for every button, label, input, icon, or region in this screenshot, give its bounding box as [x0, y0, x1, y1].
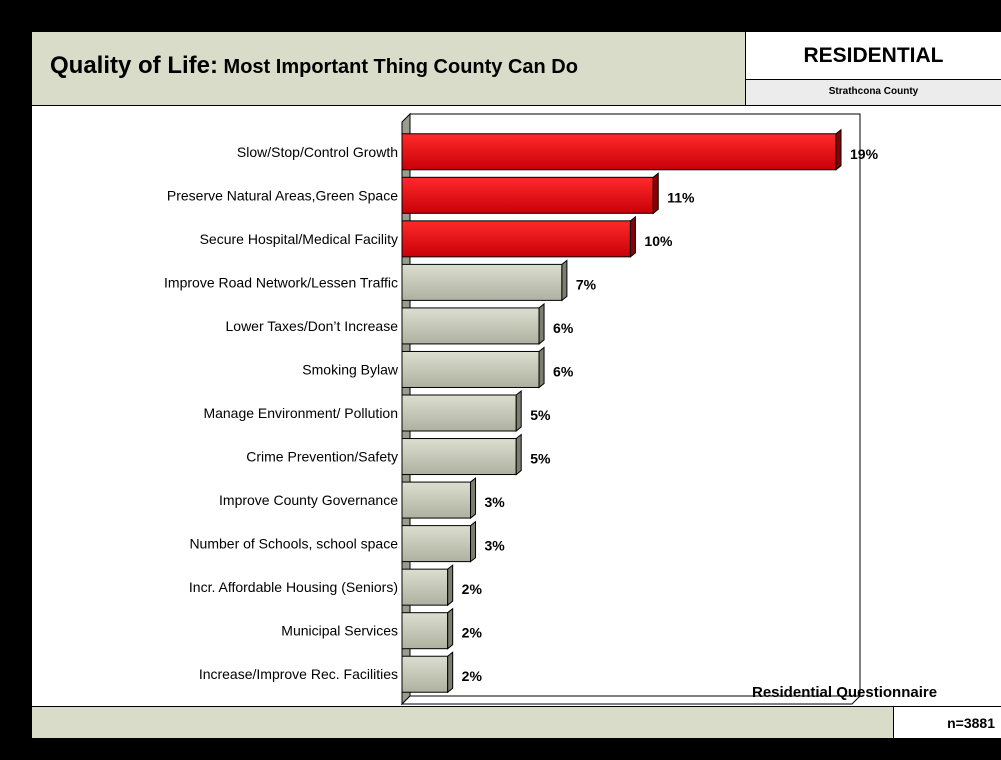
- slide: Quality of Life: Most Important Thing Co…: [32, 32, 1001, 738]
- category-label: Smoking Bylaw: [302, 361, 399, 377]
- page-title: Quality of Life: Most Important Thing Co…: [50, 52, 578, 80]
- bar: [401, 568, 449, 606]
- bar-end-cap: [470, 477, 477, 520]
- bar: [401, 220, 631, 258]
- category-label: Number of Schools, school space: [189, 536, 398, 552]
- value-label: 11%: [667, 189, 695, 205]
- bar: [401, 438, 517, 476]
- bar: [401, 176, 654, 214]
- bar: [401, 133, 837, 171]
- plot-floor: [400, 695, 862, 705]
- bar: [401, 394, 517, 432]
- category-label: Preserve Natural Areas,Green Space: [167, 187, 398, 203]
- sample-size-box: n=3881: [893, 706, 1001, 738]
- value-label: 5%: [530, 451, 551, 467]
- footer-bar: [32, 706, 1001, 738]
- bar: [401, 525, 472, 563]
- county-box: Strathcona County: [746, 80, 1001, 106]
- value-label: 3%: [485, 494, 506, 510]
- category-label: Incr. Affordable Housing (Seniors): [189, 579, 398, 595]
- category-label: Municipal Services: [281, 623, 398, 639]
- county-label: Strathcona County: [828, 86, 919, 97]
- sample-size-label: n=3881: [947, 715, 995, 731]
- bar-end-cap: [835, 128, 842, 171]
- value-label: 7%: [576, 276, 597, 292]
- bar-end-cap: [470, 520, 477, 563]
- value-label: 6%: [553, 320, 574, 336]
- value-label: 6%: [553, 363, 574, 379]
- bar: [401, 350, 540, 388]
- bar-end-cap: [447, 651, 454, 694]
- bar: [401, 263, 563, 301]
- category-label: Crime Prevention/Safety: [246, 449, 398, 465]
- bar-end-cap: [629, 215, 636, 258]
- bar-end-cap: [538, 302, 545, 345]
- category-label: Improve County Governance: [219, 492, 398, 508]
- title-part-1: Quality of Life:: [50, 52, 218, 79]
- bar-end-cap: [561, 259, 568, 302]
- bar-chart: Slow/Stop/Control Growth 19% Preserve Natu…: [164, 112, 879, 706]
- value-label: 3%: [485, 538, 506, 554]
- value-label: 19%: [850, 146, 879, 162]
- bar-end-cap: [515, 433, 522, 476]
- bar-end-cap: [652, 172, 659, 215]
- value-label: 2%: [462, 581, 483, 597]
- source-label: Residential Questionnaire: [752, 684, 938, 701]
- category-label: Improve Road Network/Lessen Traffic: [164, 274, 398, 290]
- segment-label: RESIDENTIAL: [803, 44, 944, 67]
- value-label: 2%: [462, 625, 483, 641]
- category-label: Lower Taxes/Don’t Increase: [226, 318, 399, 334]
- value-label: 2%: [462, 668, 483, 684]
- bar: [401, 481, 472, 519]
- category-label: Manage Environment/ Pollution: [203, 405, 398, 421]
- segment-box: RESIDENTIAL: [746, 32, 1001, 80]
- value-label: 5%: [530, 407, 551, 423]
- category-label: Slow/Stop/Control Growth: [237, 144, 398, 160]
- bar-end-cap: [538, 346, 545, 389]
- bar-end-cap: [447, 564, 454, 607]
- bar: [401, 612, 449, 650]
- value-label: 10%: [644, 233, 673, 249]
- category-label: Increase/Improve Rec. Facilities: [199, 666, 398, 682]
- title-bar: Quality of Life: Most Important Thing Co…: [32, 32, 746, 106]
- category-label: Secure Hospital/Medical Facility: [200, 231, 398, 247]
- bar-end-cap: [515, 389, 522, 433]
- title-part-2: Most Important Thing County Can Do: [218, 56, 578, 78]
- bar: [401, 655, 449, 693]
- bar-end-cap: [447, 607, 454, 650]
- bar: [401, 307, 540, 345]
